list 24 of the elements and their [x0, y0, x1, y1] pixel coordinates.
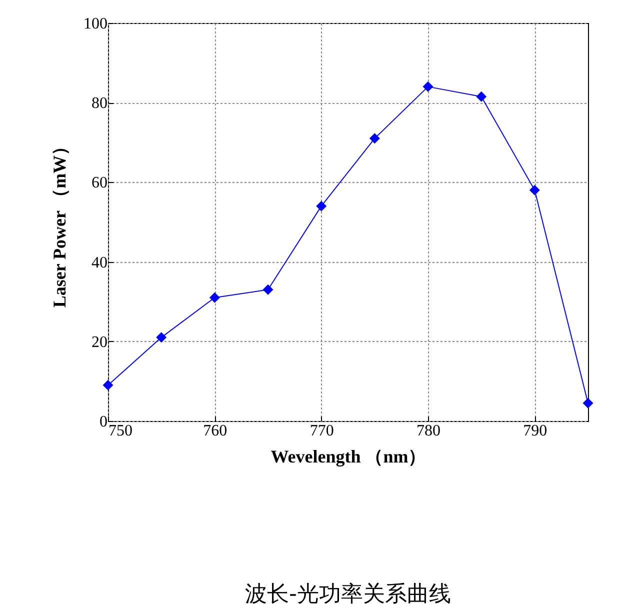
point: [156, 332, 167, 343]
point: [369, 133, 380, 144]
y-tick-label: 0: [100, 414, 108, 430]
point: [422, 81, 434, 92]
y-tick-label: 20: [92, 334, 108, 351]
x-tick-label: 770: [310, 422, 334, 440]
point: [476, 91, 487, 102]
point: [102, 380, 114, 390]
y-tick-label: 60: [92, 174, 108, 192]
point: [209, 292, 220, 303]
y-axis-title: Laser Power （mW）: [50, 137, 70, 308]
point: [529, 184, 540, 196]
y-tick-label: 100: [84, 16, 108, 32]
x-axis-title: Wevelength （nm）: [270, 446, 426, 466]
x-tick-label: 780: [416, 422, 440, 440]
point: [262, 284, 274, 295]
text: 波长-光功率关系曲线: [245, 582, 451, 607]
point: [582, 398, 594, 408]
x-tick-label: 760: [203, 422, 228, 440]
point: [316, 200, 327, 212]
y-tick-label: 80: [92, 95, 108, 112]
x-tick-label: 790: [523, 422, 548, 440]
x-tick-label: 750: [108, 422, 132, 440]
y-tick-label: 40: [92, 254, 108, 272]
